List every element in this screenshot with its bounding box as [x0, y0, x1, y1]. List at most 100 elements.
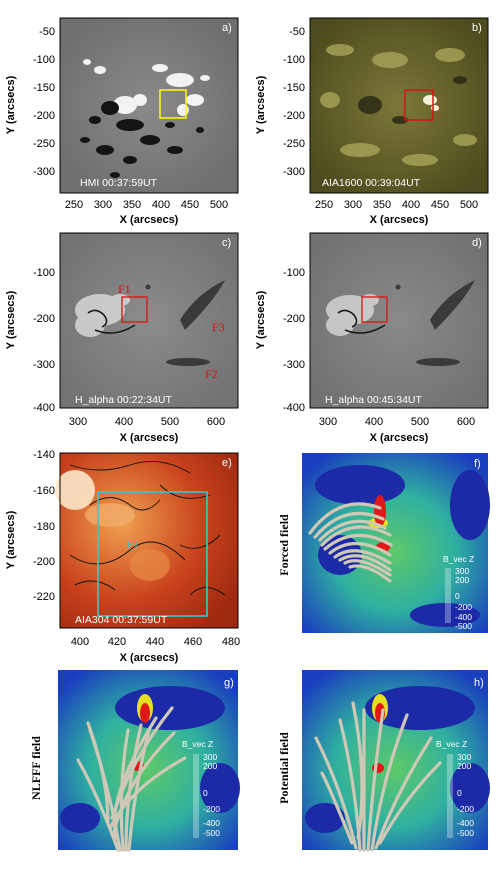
tick: -400: [33, 402, 55, 414]
tick: -160: [33, 485, 55, 497]
colorbar-title: B_vec Z: [436, 739, 467, 749]
tick: -140: [33, 449, 55, 461]
x-axis-title: X (arcsecs): [120, 432, 179, 444]
tick: -250: [33, 138, 55, 150]
colorbar: B_vec Z 300 200 0 -200 -400 -500: [443, 554, 474, 631]
colorbar-label: -500: [455, 621, 472, 631]
x-axis-title: X (arcsecs): [120, 214, 179, 226]
tick: -100: [33, 267, 55, 279]
panel-label: HMI 00:37:59UT: [80, 177, 158, 189]
colorbar-label: 0: [455, 591, 460, 601]
colorbar-label: 0: [457, 788, 462, 798]
tick: -150: [283, 82, 305, 94]
tick: -100: [283, 54, 305, 66]
tick: -150: [33, 82, 55, 94]
colorbar-label: -500: [457, 828, 474, 838]
tick: -300: [33, 359, 55, 371]
tick: 480: [222, 636, 240, 648]
tick: 500: [460, 199, 478, 211]
colorbar-title: B_vec Z: [182, 739, 213, 749]
tick: 400: [115, 416, 133, 428]
panel-h-potential-field: B_vec Z 300 200 0 -200 -400 -500 h) Pote…: [250, 668, 500, 875]
tick: -300: [33, 166, 55, 178]
red-box: [121, 296, 148, 323]
label-f2: F2: [205, 367, 218, 381]
tick: -180: [33, 521, 55, 533]
halpha-image: [310, 233, 488, 408]
tick: -100: [33, 54, 55, 66]
colorbar: B_vec Z 300 200 0 -200 -400 -500: [436, 739, 474, 838]
panel-title: Forced field: [277, 514, 291, 576]
y-ticks: -100 -200 -300 -400: [33, 267, 55, 414]
red-box: [361, 296, 388, 323]
y-axis-title: Y (arcsecs): [255, 75, 267, 134]
colorbar-label: 300: [457, 752, 471, 762]
x-ticks: 250 300 350 400 450 500: [315, 199, 478, 211]
yellow-box: [159, 89, 187, 119]
label-f3: F3: [212, 320, 225, 334]
tick: 450: [181, 199, 199, 211]
panel-letter: b): [472, 22, 482, 34]
colorbar-label: -200: [455, 602, 472, 612]
panel-label: AIA1600 00:39:04UT: [322, 177, 421, 189]
panel-letter: c): [222, 237, 231, 249]
tick: 420: [108, 636, 126, 648]
cyan-box: [97, 491, 208, 617]
tick: -50: [289, 26, 305, 38]
panel-letter: a): [222, 22, 232, 34]
colorbar-label: -500: [203, 828, 220, 838]
y-axis-title: Y (arcsecs): [5, 510, 17, 569]
halpha-image: [60, 233, 238, 408]
y-ticks: -100 -200 -300 -400: [283, 267, 305, 414]
colorbar: B_vec Z 300 200 0 -200 -400 -500: [182, 739, 220, 838]
panel-letter: h): [474, 677, 484, 689]
colorbar-label: -200: [203, 804, 220, 814]
tick: -200: [33, 556, 55, 568]
tick: -300: [283, 166, 305, 178]
tick: 300: [94, 199, 112, 211]
panel-label: H_alpha 00:45:34UT: [325, 394, 422, 406]
tick: -220: [33, 591, 55, 603]
panel-title: Potential field: [277, 732, 291, 804]
colorbar-title: B_vec Z: [443, 554, 474, 564]
panel-c-halpha: F1 F2 F3 c) H_alpha 00:22:34UT -100 -200…: [0, 225, 250, 450]
red-box: [404, 89, 434, 121]
panel-f-forced-field: B_vec Z 300 200 0 -200 -400 -500 f) Forc…: [250, 445, 500, 670]
y-axis-title: Y (arcsecs): [255, 290, 267, 349]
hmi-image: [60, 18, 238, 193]
tick: 350: [373, 199, 391, 211]
colorbar-label: -400: [455, 612, 472, 622]
tick: 300: [344, 199, 362, 211]
colorbar-label: 200: [455, 575, 469, 585]
x-ticks: 300 400 500 600: [69, 416, 225, 428]
tick: -50: [39, 26, 55, 38]
tick: 500: [210, 199, 228, 211]
colorbar-label: -400: [457, 818, 474, 828]
tick: 600: [457, 416, 475, 428]
x-ticks: 400 420 440 460 480: [71, 636, 240, 648]
panel-title: NLFFF field: [29, 736, 43, 800]
tick: 300: [69, 416, 87, 428]
tick: 500: [411, 416, 429, 428]
x-ticks: 250 300 350 400 450 500: [65, 199, 228, 211]
y-ticks: -50 -100 -150 -200 -250 -300: [283, 26, 305, 178]
tick: 450: [431, 199, 449, 211]
field-lines: [76, 706, 187, 852]
y-ticks: -50 -100 -150 -200 -250 -300: [33, 26, 55, 178]
x-axis-title: X (arcsecs): [370, 214, 429, 226]
tick: 400: [402, 199, 420, 211]
panel-g-nlfff-field: B_vec Z 300 200 0 -200 -400 -500 g) NLFF…: [0, 668, 250, 875]
tick: -200: [283, 110, 305, 122]
field-lines: [314, 701, 442, 852]
x-axis-title: X (arcsecs): [120, 652, 179, 664]
y-ticks: -140 -160 -180 -200 -220: [33, 449, 55, 603]
colorbar-label: -400: [203, 818, 220, 828]
panel-label: H_alpha 00:22:34UT: [75, 394, 172, 406]
colorbar-label: 200: [203, 761, 217, 771]
tick: 250: [65, 199, 83, 211]
label-f1: F1: [127, 539, 139, 551]
tick: 350: [123, 199, 141, 211]
tick: -300: [283, 359, 305, 371]
field-lines: [308, 502, 393, 583]
tick: -200: [33, 110, 55, 122]
